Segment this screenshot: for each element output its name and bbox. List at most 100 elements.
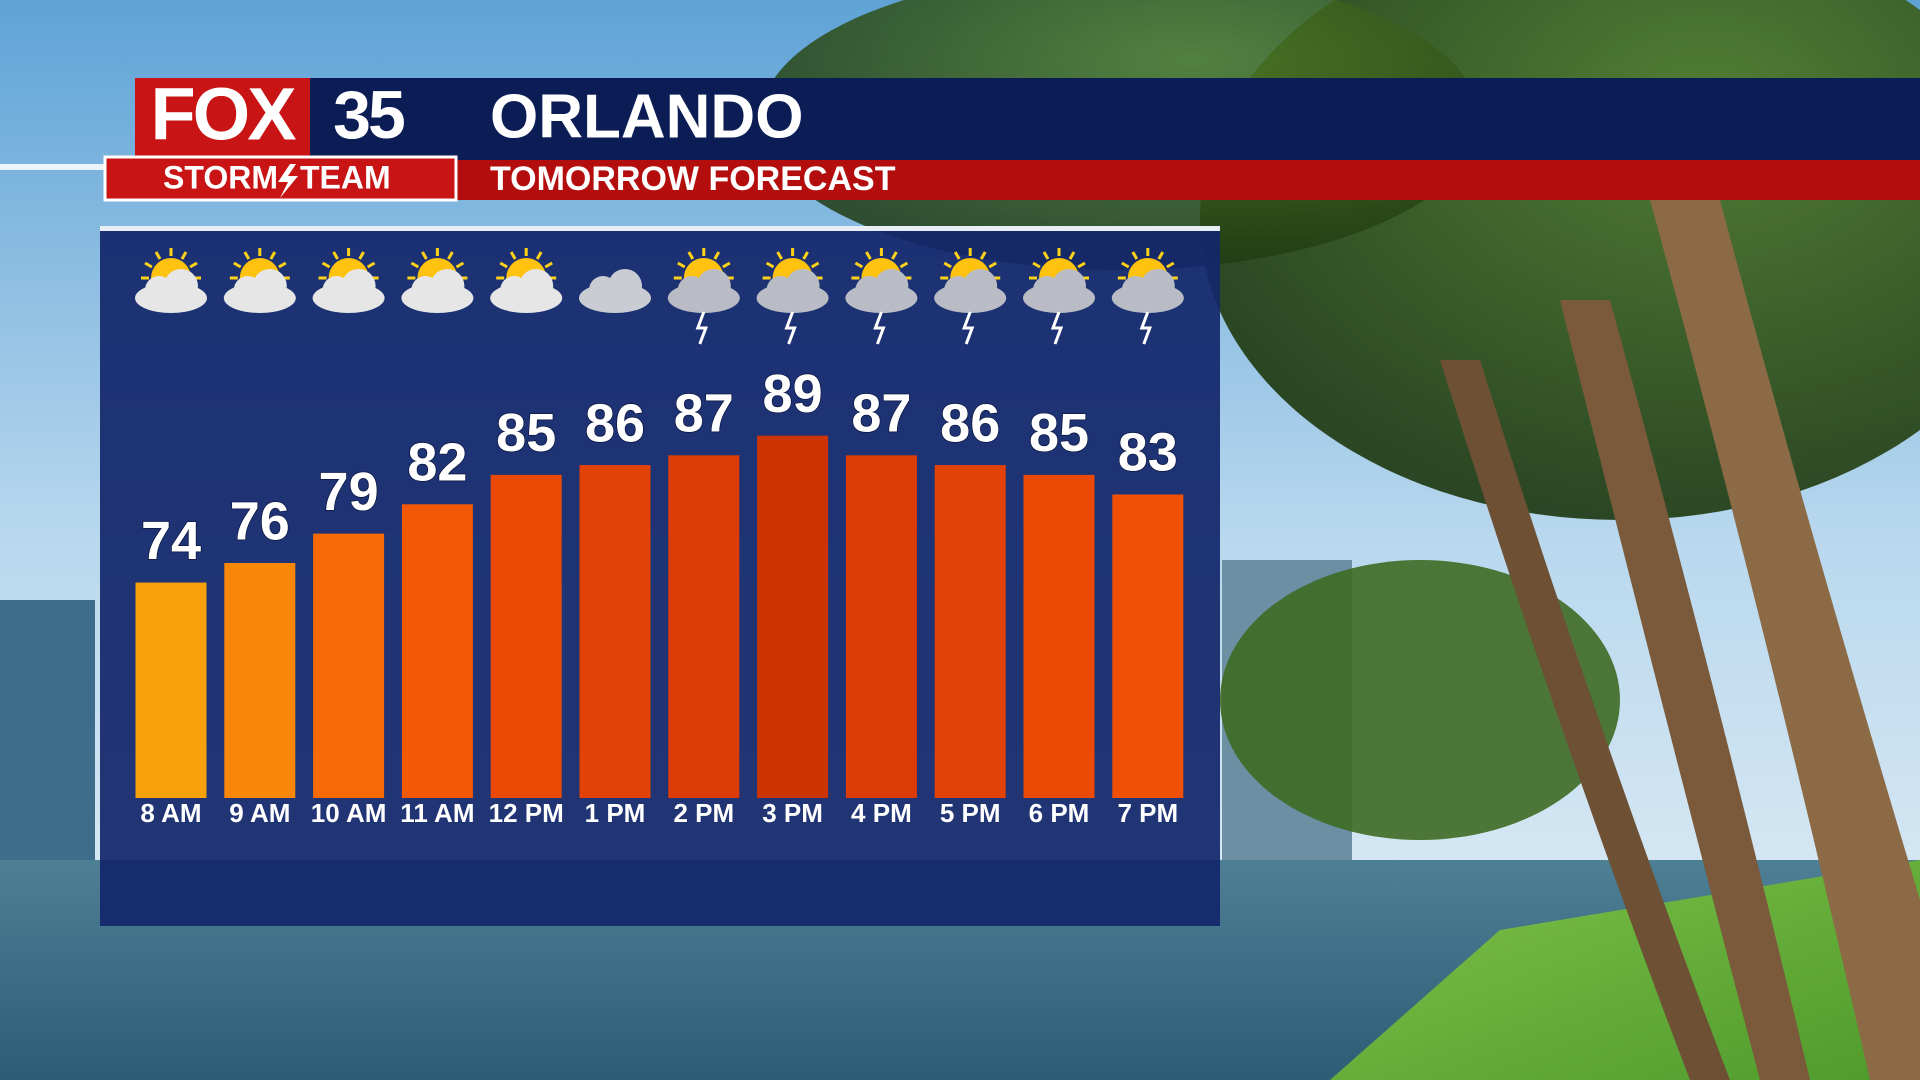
sun-ray [535,251,543,260]
bar [1023,474,1095,798]
lightning [962,311,975,345]
sun-ray [891,251,898,260]
bar [224,563,296,798]
weather-icon [845,248,918,345]
sun-ray [358,251,365,260]
value-label: 85 [496,403,556,463]
cloud [1052,269,1086,303]
cloud [164,269,198,303]
sun-ray [269,251,277,260]
logo-team-left: STORM [163,159,278,195]
value-label: 89 [763,364,823,424]
x-tick-label: 5 PM [940,798,1001,828]
sun-ray [1032,261,1041,269]
sun-ray [144,261,153,269]
sun-ray [899,261,909,269]
sun-ray [1166,261,1175,269]
value-label: 86 [940,393,1000,453]
bar [490,474,562,798]
panel-top-line [100,226,1220,231]
sun-ray [455,261,465,269]
logo-brand: FOX [150,73,296,156]
sun-ray [776,251,783,260]
chart-subtitle: TOMORROW FORECAST [490,160,896,198]
subtitle-band [420,160,1920,200]
sun-ray [189,261,198,269]
value-label: 82 [407,433,467,493]
sun-ray [722,261,731,269]
sun-ray [332,251,339,260]
cloud [608,269,642,303]
sun-ray [154,251,162,260]
sun-ray [180,251,188,260]
cloud [519,269,554,303]
sun-ray [687,251,695,260]
weather-icon [1111,248,1184,345]
sun-ray [943,261,952,269]
sun-ray [499,261,508,269]
logo-team-box [103,155,458,202]
weather-icon [223,248,296,313]
sun-ray [988,261,997,269]
bar [757,435,829,798]
sun-ray [243,251,251,260]
logo-team-right: TEAM [300,159,391,195]
lightning [695,311,708,345]
trees [1220,560,1620,840]
bar [1112,494,1184,798]
logo-fox-box [135,78,310,158]
bar [668,455,740,798]
sun-ray [854,261,864,269]
bar [934,465,1006,798]
sun-ray [544,261,553,269]
sun-ray [979,251,987,260]
weather-icon [1023,248,1095,345]
weather-icon [401,248,474,313]
cloud [696,269,731,303]
x-tick-label: 9 AM [229,798,290,828]
bar [135,582,207,798]
bar [579,465,651,798]
sun-ray [421,251,428,260]
logo-bolt [278,164,298,198]
value-label: 76 [230,491,290,551]
palm-trunk [1560,300,1810,1080]
lightning [1050,311,1064,345]
sun-ray [1157,251,1165,260]
chart-title: ORLANDO [490,82,803,151]
sun-ray [321,261,331,269]
sun-ray [447,251,454,260]
sun-ray [366,261,376,269]
accent-line [0,164,110,170]
sun-ray [233,261,242,269]
sun-ray [765,261,775,269]
sun-ray [278,261,287,269]
cloud [963,269,998,303]
x-tick-label: 12 PM [489,798,564,828]
x-tick-label: 10 AM [311,798,387,828]
weather-icon [756,248,829,345]
bar [313,533,385,798]
x-tick-label: 6 PM [1029,798,1090,828]
value-label: 83 [1118,423,1178,483]
sun-ray [953,251,961,260]
weather-icon [667,248,740,345]
weather-icon [135,248,207,313]
weather-icon [579,269,651,313]
sun-ray [1131,251,1139,260]
x-tick-label: 3 PM [762,798,823,828]
weather-icon [934,248,1007,345]
sun-ray [1042,251,1050,260]
cloud [430,269,465,303]
logo-channel-box [310,78,426,158]
palm-trunk [1440,360,1730,1080]
sun-ray [810,261,820,269]
sun-ray [865,251,872,260]
value-label: 86 [585,393,645,453]
header-band [420,78,1920,160]
sun-ray [509,251,517,260]
x-tick-label: 7 PM [1117,798,1178,828]
x-tick-label: 8 AM [140,798,201,828]
value-label: 79 [319,462,379,522]
